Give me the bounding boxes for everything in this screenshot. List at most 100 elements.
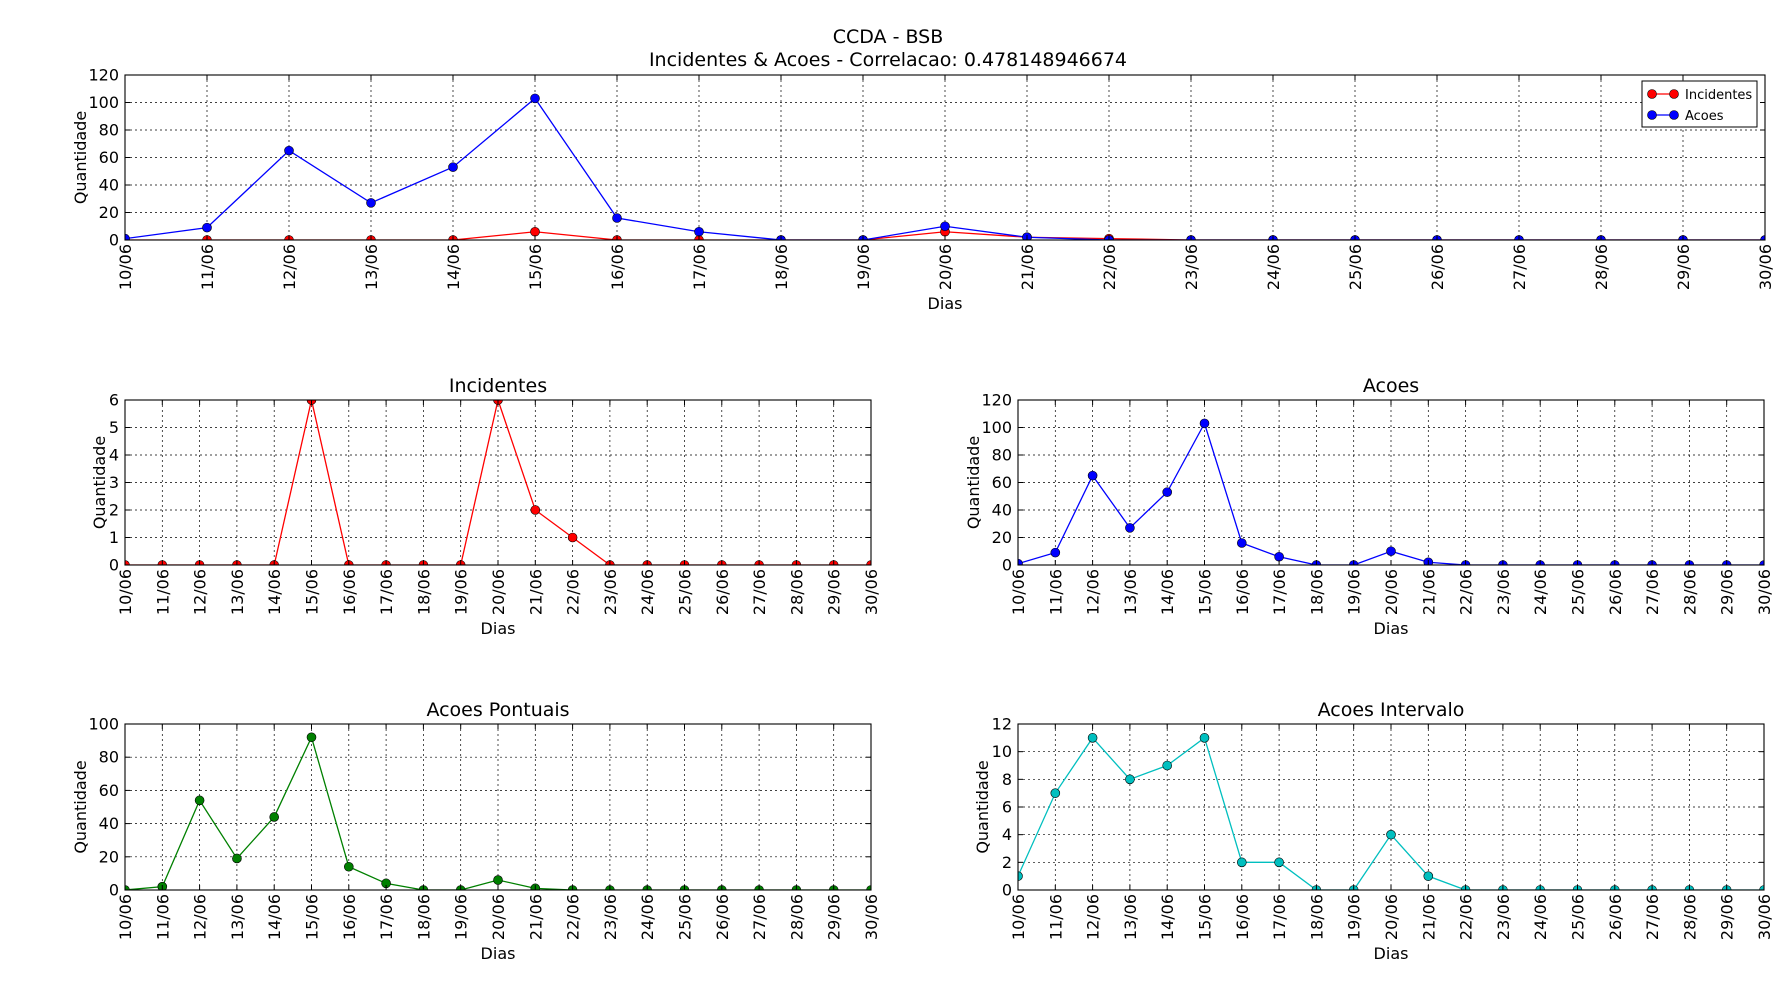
y-axis-label: Quantidade bbox=[90, 436, 109, 529]
x-tick-label: 17/06 bbox=[1270, 894, 1289, 940]
x-tick-label: 22/06 bbox=[1457, 894, 1476, 940]
y-tick-label: 20 bbox=[99, 847, 119, 866]
legend-marker bbox=[1669, 110, 1679, 120]
x-tick-label: 15/06 bbox=[1196, 569, 1215, 615]
x-tick-label: 13/06 bbox=[362, 244, 381, 290]
x-tick-label: 29/06 bbox=[1718, 569, 1737, 615]
data-point-acoes bbox=[694, 226, 704, 237]
data-point-acoes-intervalo bbox=[1087, 733, 1098, 743]
chart-title: Acoes Pontuais bbox=[426, 699, 569, 721]
x-tick-label: 20/06 bbox=[1382, 569, 1401, 615]
x-tick-label: 21/06 bbox=[526, 569, 545, 615]
x-tick-label: 21/06 bbox=[526, 894, 545, 940]
y-tick-label: 0 bbox=[109, 556, 119, 575]
data-point-acoes-intervalo bbox=[1423, 871, 1434, 881]
x-tick-label: 19/06 bbox=[854, 244, 873, 290]
x-tick-label: 24/06 bbox=[638, 894, 657, 940]
y-tick-label: 6 bbox=[109, 391, 119, 410]
data-point-acoes-pontuais bbox=[493, 875, 503, 885]
data-point-acoes bbox=[1018, 558, 1023, 565]
x-tick-label: 21/06 bbox=[1419, 894, 1438, 940]
data-point-acoes bbox=[202, 222, 212, 233]
data-point-incidentes bbox=[530, 505, 541, 515]
data-point-acoes bbox=[1760, 235, 1765, 240]
legend-marker bbox=[1647, 110, 1657, 120]
data-point-acoes bbox=[1050, 547, 1061, 558]
y-tick-label: 2 bbox=[109, 501, 119, 520]
x-tick-label: 12/06 bbox=[1084, 569, 1103, 615]
chart-title: Acoes bbox=[1363, 375, 1419, 397]
x-tick-label: 19/06 bbox=[452, 569, 471, 615]
y-tick-label: 20 bbox=[992, 528, 1012, 547]
data-point-acoes-intervalo bbox=[1237, 857, 1247, 868]
y-tick-label: 10 bbox=[992, 742, 1012, 761]
x-tick-label: 29/06 bbox=[1674, 244, 1693, 290]
y-axis-label: Quantidade bbox=[973, 760, 992, 853]
x-tick-label: 23/06 bbox=[1494, 894, 1513, 940]
x-tick-label: 13/06 bbox=[1121, 569, 1140, 615]
data-point-acoes-intervalo bbox=[1274, 857, 1284, 868]
x-tick-label: 28/06 bbox=[1680, 894, 1699, 940]
x-tick-label: 12/06 bbox=[1084, 894, 1103, 940]
y-tick-label: 20 bbox=[99, 203, 119, 222]
x-tick-label: 18/06 bbox=[414, 894, 433, 940]
x-tick-label: 13/06 bbox=[228, 569, 247, 615]
y-tick-label: 120 bbox=[88, 66, 119, 85]
x-tick-label: 17/06 bbox=[690, 244, 709, 290]
x-tick-label: 14/06 bbox=[265, 894, 284, 940]
x-tick-label: 20/06 bbox=[489, 569, 508, 615]
x-axis-label: Dias bbox=[481, 944, 516, 963]
y-tick-label: 12 bbox=[992, 715, 1012, 734]
data-point-acoes-pontuais bbox=[866, 885, 871, 890]
data-point-incidentes bbox=[125, 560, 130, 565]
legend-label: Incidentes bbox=[1685, 88, 1752, 103]
x-tick-label: 12/06 bbox=[191, 894, 210, 940]
y-tick-label: 80 bbox=[99, 121, 119, 140]
grid bbox=[125, 75, 1765, 240]
x-tick-label: 26/06 bbox=[1428, 244, 1447, 290]
x-tick-label: 27/06 bbox=[1510, 244, 1529, 290]
grid bbox=[125, 400, 871, 565]
x-tick-label: 11/06 bbox=[1046, 569, 1065, 615]
data-point-acoes-intervalo bbox=[1199, 733, 1210, 743]
data-point-acoes bbox=[1759, 560, 1764, 565]
x-axis-label: Dias bbox=[928, 294, 963, 313]
chart-acoes-pontuais: 0 20 40 60 80 100 10/06 11/06 12/06 13/06 14/06 15/… bbox=[71, 699, 881, 963]
grid bbox=[1018, 400, 1764, 565]
x-tick-label: 25/06 bbox=[1569, 894, 1588, 940]
legend: Incidentes Acoes bbox=[1641, 80, 1758, 128]
x-tick-label: 13/06 bbox=[228, 894, 247, 940]
x-tick-label: 22/06 bbox=[564, 894, 583, 940]
y-tick-label: 1 bbox=[109, 528, 119, 547]
data-point-acoes-pontuais bbox=[125, 885, 130, 890]
data-point-acoes-pontuais bbox=[232, 853, 242, 864]
x-tick-label: 10/06 bbox=[116, 244, 135, 290]
x-tick-label: 18/06 bbox=[772, 244, 791, 290]
chart-incidentes: 0 1 2 3 4 5 6 10/06 11/06 12/06 13/06 14/06 15/06 16/… bbox=[90, 375, 881, 638]
x-tick-label: 23/06 bbox=[1182, 244, 1201, 290]
data-point-incidentes bbox=[866, 560, 871, 565]
x-tick-label: 16/06 bbox=[1233, 569, 1252, 615]
y-tick-label: 0 bbox=[109, 881, 119, 900]
x-tick-label: 23/06 bbox=[601, 894, 620, 940]
y-tick-label: 40 bbox=[992, 501, 1012, 520]
x-tick-label: 13/06 bbox=[1121, 894, 1140, 940]
data-point-acoes bbox=[1237, 538, 1247, 548]
y-tick-label: 60 bbox=[99, 781, 119, 800]
x-tick-label: 10/06 bbox=[116, 894, 135, 940]
plot-area bbox=[125, 93, 1765, 240]
data-point-acoes bbox=[1386, 546, 1396, 557]
y-tick-label: 80 bbox=[992, 446, 1012, 465]
y-tick-label: 0 bbox=[1002, 556, 1012, 575]
chart-title: Acoes Intervalo bbox=[1318, 699, 1465, 721]
x-tick-label: 30/06 bbox=[862, 894, 881, 940]
x-tick-label: 12/06 bbox=[280, 244, 299, 290]
x-tick-label: 30/06 bbox=[1755, 569, 1774, 615]
y-tick-label: 0 bbox=[1002, 881, 1012, 900]
x-tick-label: 26/06 bbox=[713, 569, 732, 615]
x-tick-label: 25/06 bbox=[676, 569, 695, 615]
x-tick-label: 30/06 bbox=[1755, 894, 1774, 940]
data-point-acoes-intervalo bbox=[1018, 871, 1023, 881]
x-tick-label: 30/06 bbox=[1756, 244, 1775, 290]
